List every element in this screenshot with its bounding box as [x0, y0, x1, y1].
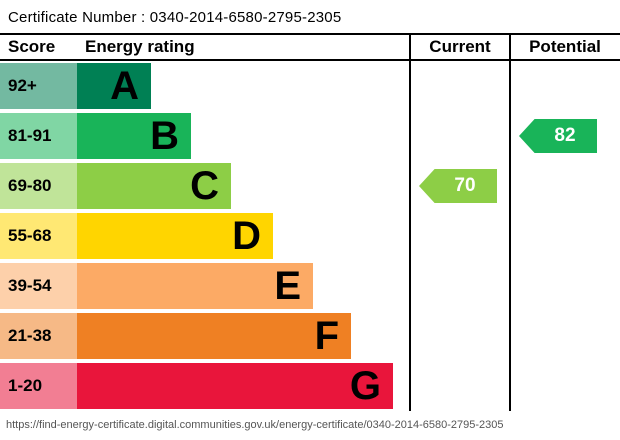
- potential-rating-arrow: 82: [519, 119, 597, 153]
- band-letter-b: B: [150, 114, 179, 158]
- band-bar-a: A: [77, 63, 151, 109]
- band-bar-b: B: [77, 113, 191, 159]
- certificate-url: https://find-energy-certificate.digital.…: [6, 419, 504, 431]
- band-row-f: 21-38 F: [0, 311, 620, 361]
- band-letter-e: E: [274, 264, 301, 308]
- band-row-b: 81-91 B: [0, 111, 620, 161]
- band-bar-f: F: [77, 313, 351, 359]
- header-potential: Potential: [529, 37, 601, 56]
- current-column-divider: [409, 33, 411, 411]
- current-rating-value: 70: [454, 175, 476, 196]
- band-bar-c: C: [77, 163, 231, 209]
- band-row-a: 92+ A: [0, 61, 620, 111]
- header-energy-rating: Energy rating: [85, 37, 195, 56]
- energy-rating-chart: Score Energy rating Current Potential 92…: [0, 33, 620, 411]
- potential-column-divider: [509, 33, 511, 411]
- epc-chart-rows: 92+ A 81-91 B 69-80 C 55-68 D 39-54 E 21-38 F 1-20 G: [0, 61, 620, 411]
- header-score: Score: [8, 37, 56, 56]
- band-row-c: 69-80 C: [0, 161, 620, 211]
- band-bar-d: D: [77, 213, 273, 259]
- certificate-number: Certificate Number : 0340-2014-6580-2795…: [8, 9, 342, 26]
- band-bar-g: G: [77, 363, 393, 409]
- band-row-d: 55-68 D: [0, 211, 620, 261]
- score-range-d: 55-68: [0, 213, 77, 259]
- score-range-g: 1-20: [0, 363, 77, 409]
- score-range-c: 69-80: [0, 163, 77, 209]
- potential-rating-value: 82: [554, 125, 576, 146]
- band-letter-c: C: [190, 164, 219, 208]
- header-current: Current: [429, 37, 491, 56]
- chart-header: Score Energy rating Current Potential: [0, 33, 620, 61]
- band-row-e: 39-54 E: [0, 261, 620, 311]
- band-row-g: 1-20 G: [0, 361, 620, 411]
- score-range-b: 81-91: [0, 113, 77, 159]
- score-range-f: 21-38: [0, 313, 77, 359]
- band-letter-f: F: [314, 314, 339, 358]
- band-letter-a: A: [110, 64, 139, 108]
- band-bar-e: E: [77, 263, 313, 309]
- band-letter-g: G: [349, 364, 381, 408]
- band-letter-d: D: [232, 214, 261, 258]
- current-rating-arrow: 70: [419, 169, 497, 203]
- score-range-a: 92+: [0, 63, 77, 109]
- score-range-e: 39-54: [0, 263, 77, 309]
